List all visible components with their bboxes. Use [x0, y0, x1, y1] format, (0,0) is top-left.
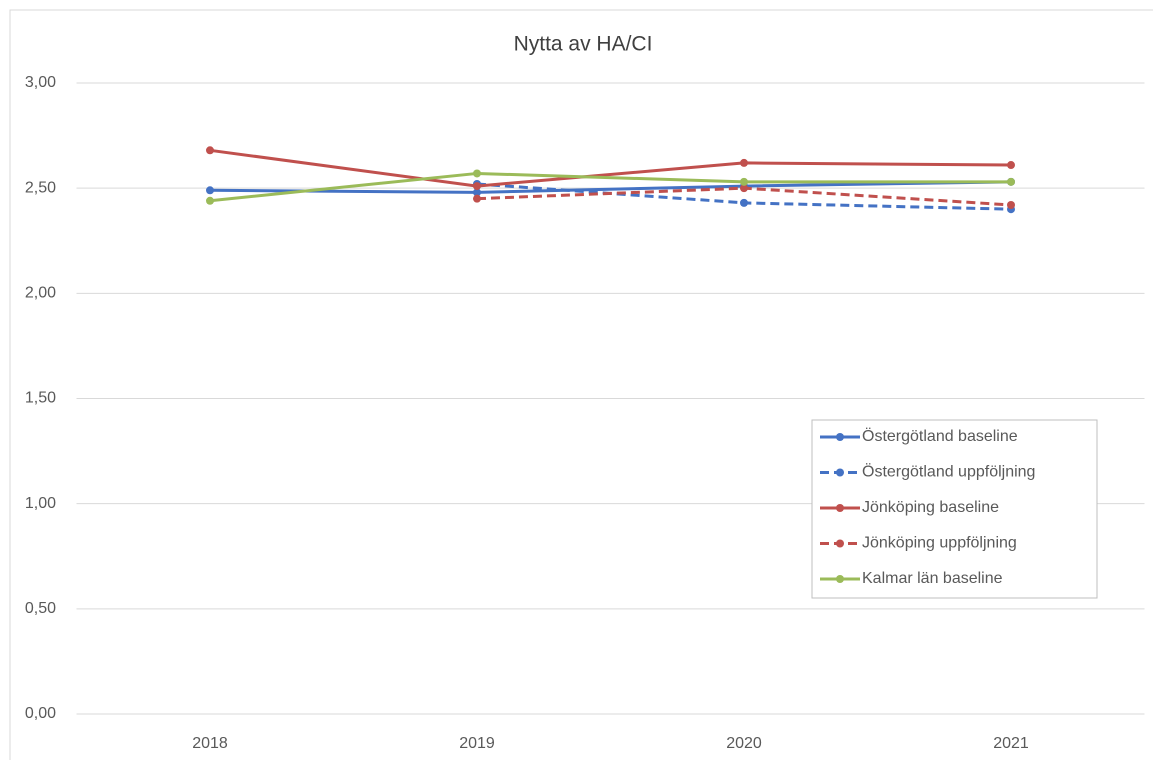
legend-marker: [836, 539, 844, 548]
series-marker: [473, 188, 481, 197]
legend-marker: [836, 433, 844, 441]
y-tick-label: 0,00: [25, 705, 56, 722]
series-line: [209, 148, 1012, 188]
series-marker: [1007, 200, 1015, 209]
x-tick-label: 2020: [726, 735, 762, 752]
legend-label: Östergötland uppföljning: [862, 463, 1035, 481]
series-marker: [1007, 161, 1015, 170]
series-marker: [740, 158, 748, 167]
legend-label: Jönköping uppföljning: [862, 535, 1017, 552]
series-marker: [473, 194, 481, 203]
y-tick-label: 2,00: [25, 285, 56, 302]
series-marker: [473, 182, 481, 191]
series-marker: [1007, 177, 1015, 186]
legend-label: Östergötland baseline: [862, 427, 1018, 445]
chart-title: Nytta av HA/CI: [514, 33, 653, 56]
series-marker: [206, 146, 214, 155]
series-marker: [740, 177, 748, 186]
series-marker: [740, 198, 748, 207]
y-tick-label: 1,50: [25, 390, 56, 407]
legend-marker: [836, 575, 844, 583]
series-marker: [206, 196, 214, 205]
legend-label: Kalmar län baseline: [862, 570, 1003, 587]
y-tick-label: 0,50: [25, 600, 56, 617]
chart-frame: [9, 9, 1153, 760]
y-tick-label: 1,00: [25, 495, 56, 512]
series-marker: [206, 186, 214, 195]
series-line: [209, 180, 1012, 194]
x-tick-label: 2019: [459, 735, 495, 752]
y-tick-label: 3,00: [25, 74, 56, 91]
legend-label: Jönköping baseline: [862, 499, 999, 516]
series-marker: [740, 184, 748, 193]
series-line: [209, 171, 1011, 203]
legend-marker: [836, 504, 844, 512]
x-tick-label: 2021: [993, 735, 1029, 752]
y-tick-label: 2,50: [25, 179, 56, 196]
x-tick-label: 2018: [192, 735, 228, 752]
legend-marker: [836, 468, 844, 477]
series-marker: [473, 169, 481, 178]
